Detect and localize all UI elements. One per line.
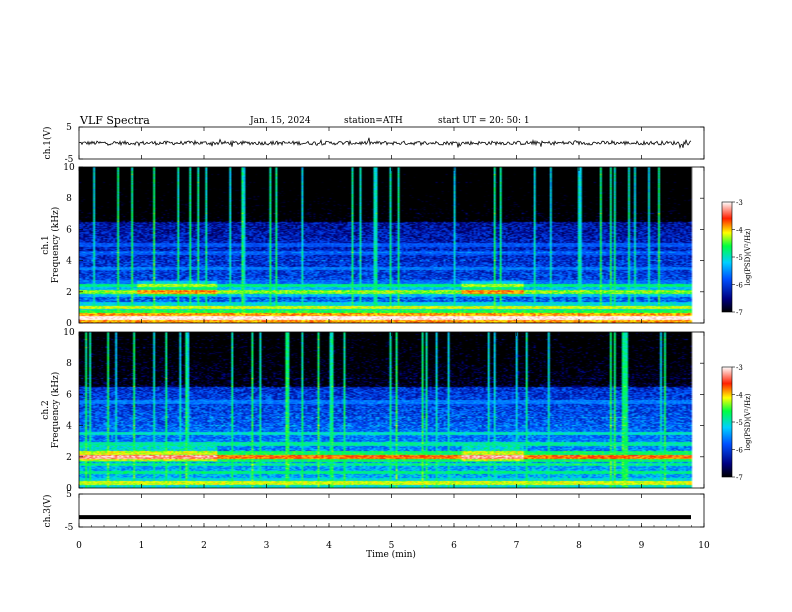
ch1-colorbar-tick-label: -5	[736, 254, 743, 262]
ch1-colorbar-label: log(PSD)(V²/Hz)	[744, 228, 752, 285]
ch2-spectrogram-panel: 0 2 4 6 8 10 ch.2 Frequency (kHz) -3 -4 -5 -6 -7 …	[41, 328, 752, 494]
ch1-colorbar-tick-label: -3	[736, 199, 743, 207]
ch1-waveform-line	[78, 137, 692, 150]
ch1-waveform-ytick-tick-label: 5	[66, 123, 72, 133]
ch1-spectrogram-yticks: 0 2 4 6 8 10	[63, 163, 704, 329]
ch1-colorbar-bar	[721, 201, 733, 313]
ch2-colorbar-tick-label: -5	[736, 419, 743, 427]
ch2-colorbar-tick-label: -7	[736, 474, 743, 482]
ch1-spectrogram-ylabel-channel: ch.1	[41, 235, 51, 254]
ch1-colorbar-tick-label: -4	[736, 227, 743, 235]
ch1-spectrogram-ytick-tick-label: 6	[66, 225, 72, 235]
ch2-spectrogram-ytick-tick-label: 0	[66, 484, 72, 494]
time-axis-tick-label: 8	[576, 541, 582, 551]
time-axis-tick-label: 0	[76, 541, 82, 551]
ch1-waveform-yticks: 5 -5	[65, 123, 704, 165]
ch1-colorbar-tick-label: -6	[736, 282, 743, 290]
ch2-spectrogram-ylabel-frequency: Frequency (kHz)	[50, 372, 61, 449]
ch2-spectrogram-ytick-tick-label: 6	[66, 390, 72, 400]
ch1-spectrogram-ylabel-frequency: Frequency (kHz)	[50, 207, 61, 284]
ch2-spectrogram-ylabel-channel: ch.2	[41, 400, 51, 419]
ch1-colorbar-tick-label: -7	[736, 309, 743, 317]
time-axis-tick-label: 10	[698, 541, 710, 551]
ch1-spectrogram-ytick-tick-label: 2	[66, 288, 72, 298]
ch2-colorbar-label: log(PSD)(V²/Hz)	[744, 393, 752, 450]
time-axis-label: Time (min)	[366, 549, 416, 560]
ch2-colorbar-tick-label: -4	[736, 392, 743, 400]
ch3-waveform-yticks: 5 -5	[65, 490, 704, 533]
time-axis-tick-label: 3	[264, 541, 270, 551]
date-label: Jan. 15, 2024	[249, 116, 311, 126]
time-axis-tick-label: 4	[326, 541, 332, 551]
ch2-spectrogram-yticks: 0 2 4 6 8 10	[63, 328, 704, 494]
time-axis-tick-label: 5	[389, 541, 395, 551]
ch2-colorbar: -3 -4 -5 -6 -7 log(PSD)(V²/Hz)	[721, 364, 752, 482]
ch2-colorbar-tick-label: -6	[736, 447, 743, 455]
ch1-colorbar-ticks: -3 -4 -5 -6 -7	[732, 199, 743, 317]
ch2-colorbar-tick-label: -3	[736, 364, 743, 372]
ch1-colorbar: -3 -4 -5 -6 -7 log(PSD)(V²/Hz)	[721, 199, 752, 317]
ch2-colorbar-bar	[721, 366, 733, 478]
time-axis-tick-label: 7	[514, 541, 520, 551]
ch1-spectrogram-ytick-tick-label: 10	[63, 163, 75, 173]
ch3-waveform-panel: 5 -5 ch.3(V)	[42, 490, 705, 533]
ch1-spectrogram-ytick-tick-label: 8	[66, 194, 72, 204]
time-axis-tick-label: 6	[451, 541, 457, 551]
ch3-waveform-ytick-tick-label: 5	[66, 490, 72, 500]
ch1-spectrogram-ytick-tick-label: 0	[66, 319, 72, 329]
ch3-waveform-frame	[78, 493, 705, 528]
ch3-waveform-ytick-tick-label: -5	[65, 523, 74, 533]
ch2-spectrogram-ytick-tick-label: 10	[63, 328, 75, 338]
ch2-spectrogram-ytick-tick-label: 4	[66, 422, 72, 432]
ch2-spectrogram-ytick-tick-label: 2	[66, 453, 72, 463]
ch1-waveform-ylabel: ch.1(V)	[42, 127, 53, 160]
ch1-spectrogram-image	[79, 167, 704, 323]
ch2-spectrogram-ytick-tick-label: 8	[66, 359, 72, 369]
ch1-spectrogram-ytick-tick-label: 4	[66, 257, 72, 267]
ch1-spectrogram-panel: 0 2 4 6 8 10 ch.1 Frequency (kHz) -3 -4 -5 -6 -7 …	[41, 163, 752, 329]
figure-title: VLF Spectra	[79, 114, 150, 127]
ch2-spectrogram-image	[79, 332, 704, 488]
time-axis-tick-label: 9	[639, 541, 645, 551]
time-axis: 0 1 2 3 4 5 6 7 8 9 10	[76, 127, 710, 551]
ch1-waveform-ytick-tick-label: -5	[65, 155, 74, 165]
ch3-waveform-ylabel: ch.3(V)	[42, 495, 53, 528]
ch1-waveform-panel: 5 -5 ch.1(V)	[42, 123, 705, 165]
ch2-colorbar-ticks: -3 -4 -5 -6 -7	[732, 364, 743, 482]
time-axis-tick-label: 2	[201, 541, 207, 551]
station-label: station=ATH	[344, 116, 403, 126]
start-ut-label: start UT = 20: 50: 1	[438, 116, 530, 126]
time-axis-tick-label: 1	[139, 541, 145, 551]
